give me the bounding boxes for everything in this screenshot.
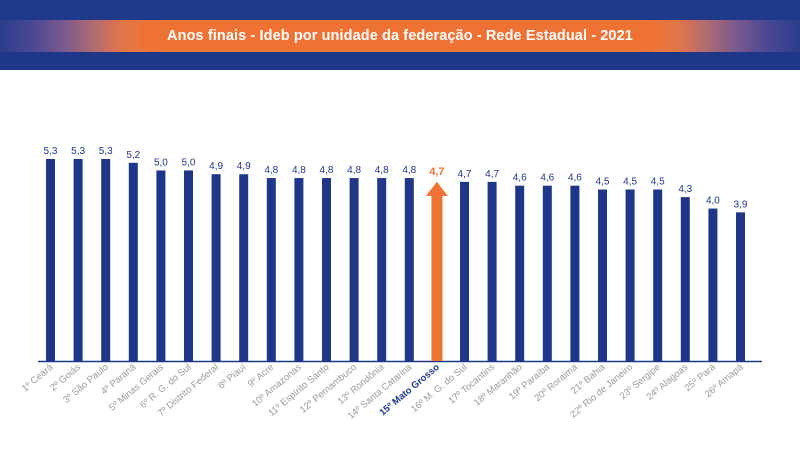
value-label: 4,7	[458, 169, 472, 180]
bar	[625, 189, 635, 361]
value-label: 5,3	[71, 146, 85, 157]
bar	[322, 178, 331, 361]
value-label: 4,6	[540, 173, 554, 184]
bar	[239, 174, 249, 361]
bar	[598, 189, 607, 361]
bar-highlight	[425, 181, 448, 361]
bar	[570, 185, 580, 361]
value-label: 4,8	[292, 165, 306, 176]
value-label: 4,7	[485, 169, 499, 180]
value-label: 4,5	[651, 176, 665, 187]
bar	[101, 159, 111, 361]
bar	[404, 178, 414, 361]
value-label: 4,8	[402, 165, 416, 176]
header-stripe-bottom	[0, 52, 800, 70]
bar	[128, 162, 138, 361]
value-label: 4,8	[320, 165, 334, 176]
bar	[460, 181, 469, 361]
chart-title: Anos finais - Ideb por unidade da federa…	[167, 28, 633, 44]
value-label: 5,0	[182, 157, 196, 168]
value-label: 4,8	[264, 165, 278, 176]
value-label: 4,7	[429, 166, 444, 178]
header-stripe-top	[0, 0, 800, 20]
bar	[736, 212, 745, 361]
bar	[46, 159, 55, 361]
title-banner: Anos finais - Ideb por unidade da federa…	[140, 22, 660, 50]
value-label: 4,6	[513, 173, 527, 184]
value-label: 4,3	[678, 184, 692, 195]
bar	[515, 185, 525, 361]
bar	[184, 170, 193, 361]
value-label: 4,8	[375, 165, 389, 176]
value-label: 4,0	[706, 196, 720, 207]
value-label: 4,5	[596, 176, 610, 187]
value-label: 3,9	[734, 199, 748, 210]
bar	[680, 197, 690, 361]
value-label: 5,3	[99, 146, 113, 157]
bar	[708, 208, 718, 361]
bar	[73, 159, 83, 361]
value-label: 4,9	[209, 161, 223, 172]
value-label: 4,9	[237, 161, 251, 172]
value-label: 5,0	[154, 157, 168, 168]
bar	[487, 181, 497, 361]
value-label: 4,8	[347, 165, 361, 176]
value-label: 5,2	[126, 150, 140, 161]
bar	[542, 185, 552, 361]
bar	[266, 178, 276, 361]
value-label: 5,3	[44, 146, 58, 157]
bar	[377, 178, 387, 361]
value-label: 4,6	[568, 173, 582, 184]
value-label: 4,5	[623, 176, 637, 187]
bar	[349, 178, 359, 361]
bar	[211, 174, 221, 361]
bar	[294, 178, 304, 361]
category-label: 8º Piauí	[216, 362, 249, 392]
bar	[653, 189, 663, 361]
bar	[156, 170, 166, 361]
